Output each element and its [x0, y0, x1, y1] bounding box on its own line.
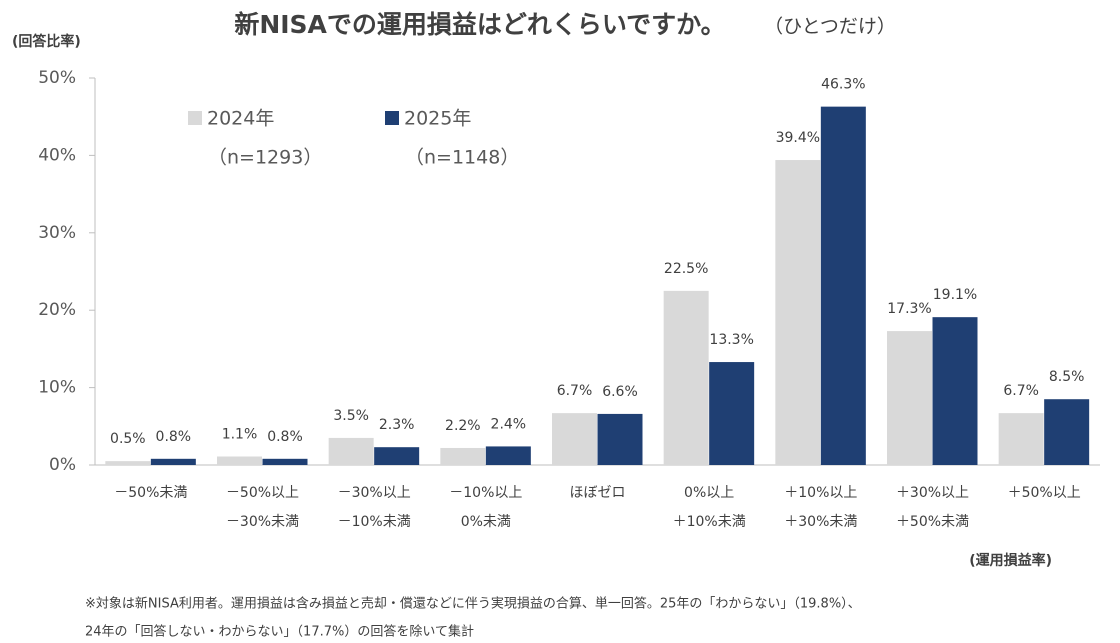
bar [552, 413, 597, 465]
value-label: 39.4% [776, 130, 820, 146]
bar [105, 461, 151, 465]
x-tick-label: ＋10%以上 [784, 485, 857, 501]
y-axis-label: (回答比率) [12, 33, 81, 50]
footnote: 24年の「回答しない・わからない」（17.7%）の回答を除いて集計 [85, 624, 474, 640]
value-label: 6.6% [602, 384, 638, 400]
y-tick-label: 40% [38, 145, 76, 165]
legend-swatch [385, 111, 399, 125]
bar [262, 458, 308, 465]
value-label: 3.5% [333, 408, 369, 424]
x-tick-label: ＋10%未満 [673, 514, 746, 530]
value-label: 13.3% [709, 332, 753, 348]
legend-label: 2024年 [207, 108, 274, 130]
x-tick-label: ＋30%以上 [896, 485, 969, 501]
x-axis-label: (運用損益率) [969, 552, 1052, 569]
value-label: 19.1% [933, 287, 977, 303]
value-label: 6.7% [1003, 383, 1039, 399]
value-label: 0.8% [156, 429, 192, 445]
value-label: 8.5% [1049, 369, 1085, 385]
legend-label: 2025年 [404, 108, 471, 130]
value-label: 17.3% [887, 301, 931, 317]
chart-title: 新NISAでの運用損益はどれくらいですか。 [234, 10, 725, 39]
chart-subtitle: （ひとつだけ） [764, 16, 896, 38]
value-label: 0.5% [110, 431, 146, 447]
x-tick-label: －10%未満 [338, 514, 411, 530]
value-label: 1.1% [222, 426, 258, 442]
bar [998, 413, 1044, 465]
bar [374, 447, 420, 465]
x-tick-label: －50%以上 [226, 485, 299, 501]
x-tick-label: －50%未満 [114, 485, 187, 501]
value-label: 22.5% [664, 261, 708, 277]
y-tick-label: 50% [38, 68, 76, 88]
bar [709, 362, 755, 465]
x-tick-label: ＋50%以上 [1008, 485, 1081, 501]
bar [820, 106, 866, 465]
x-tick-label: －10%以上 [449, 485, 522, 501]
x-tick-label: －30%未満 [226, 514, 299, 530]
x-tick-label: ほぼゼロ [570, 485, 626, 501]
x-tick-label: 0%以上 [684, 485, 734, 501]
value-label: 6.7% [557, 383, 593, 399]
value-label: 2.2% [445, 418, 481, 434]
bar [1044, 399, 1090, 465]
footnote: ※対象は新NISA利用者。運用損益は含み損益と売却・償還などに伴う実現損益の合算… [85, 596, 861, 612]
bar [663, 290, 709, 465]
x-tick-label: －30%以上 [338, 485, 411, 501]
legend-note: （n=1293） [208, 147, 322, 169]
value-label: 46.3% [821, 77, 865, 93]
bar [485, 446, 531, 465]
y-tick-label: 30% [38, 223, 76, 243]
value-label: 2.3% [379, 417, 415, 433]
y-tick-label: 20% [38, 300, 76, 320]
bar [887, 331, 932, 465]
bar [217, 456, 262, 465]
bar [328, 437, 374, 465]
bar [597, 413, 643, 465]
x-tick-label: ＋30%未満 [784, 514, 857, 530]
y-tick-label: 10% [38, 378, 76, 398]
bar [150, 458, 196, 465]
x-tick-label: 0%未満 [461, 514, 511, 530]
y-tick-label: 0% [49, 455, 76, 475]
bar [440, 447, 486, 465]
legend-note: （n=1148） [405, 147, 519, 169]
value-label: 2.4% [491, 416, 527, 432]
value-label: 0.8% [267, 429, 303, 445]
bar [775, 160, 821, 465]
bar [932, 317, 978, 465]
legend-swatch [188, 111, 202, 125]
x-tick-label: ＋50%未満 [896, 514, 969, 530]
